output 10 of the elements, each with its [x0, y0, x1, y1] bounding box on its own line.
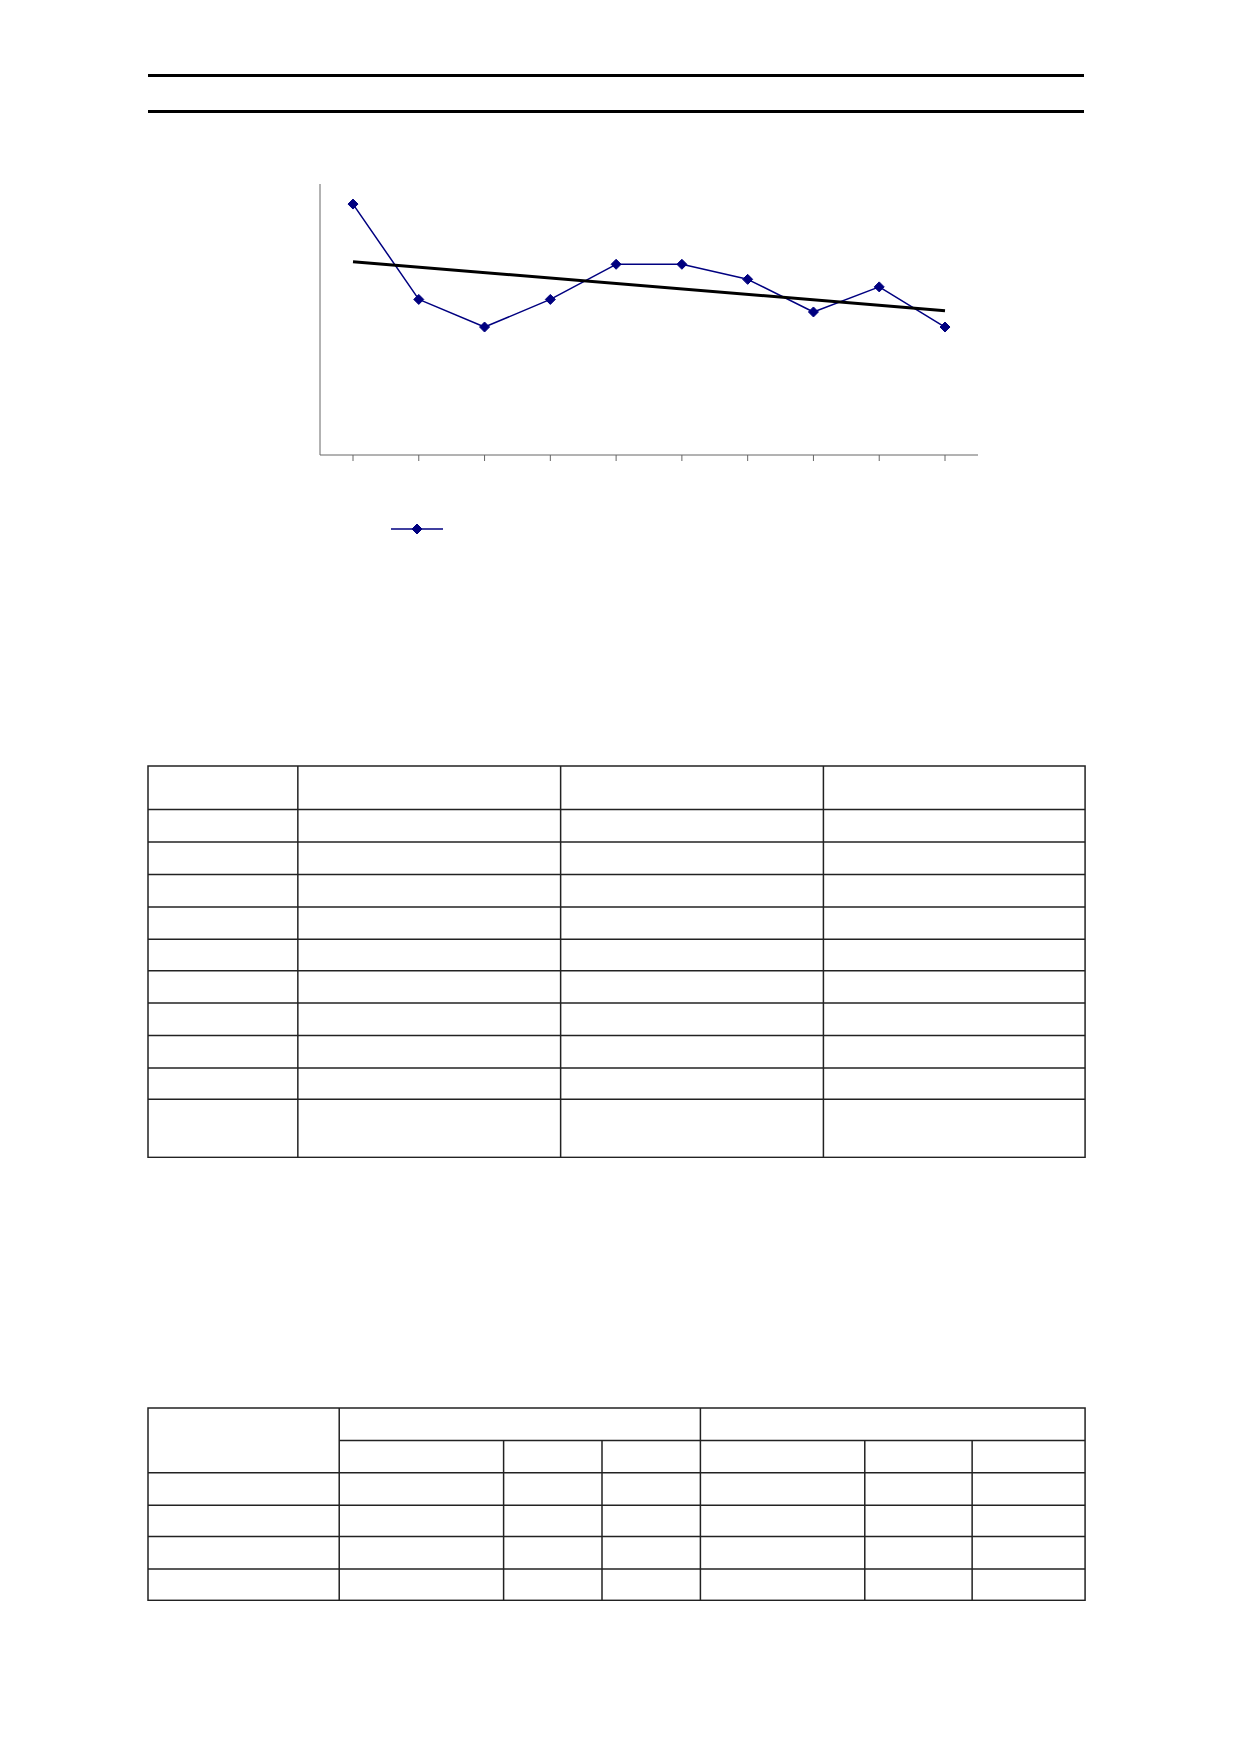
point — [347, 198, 359, 210]
point — [610, 258, 622, 270]
point — [544, 293, 556, 305]
point — [873, 281, 885, 293]
point — [807, 306, 819, 318]
point — [939, 321, 951, 333]
point — [479, 321, 491, 333]
point — [742, 273, 754, 285]
point — [676, 258, 688, 270]
point — [413, 293, 425, 305]
